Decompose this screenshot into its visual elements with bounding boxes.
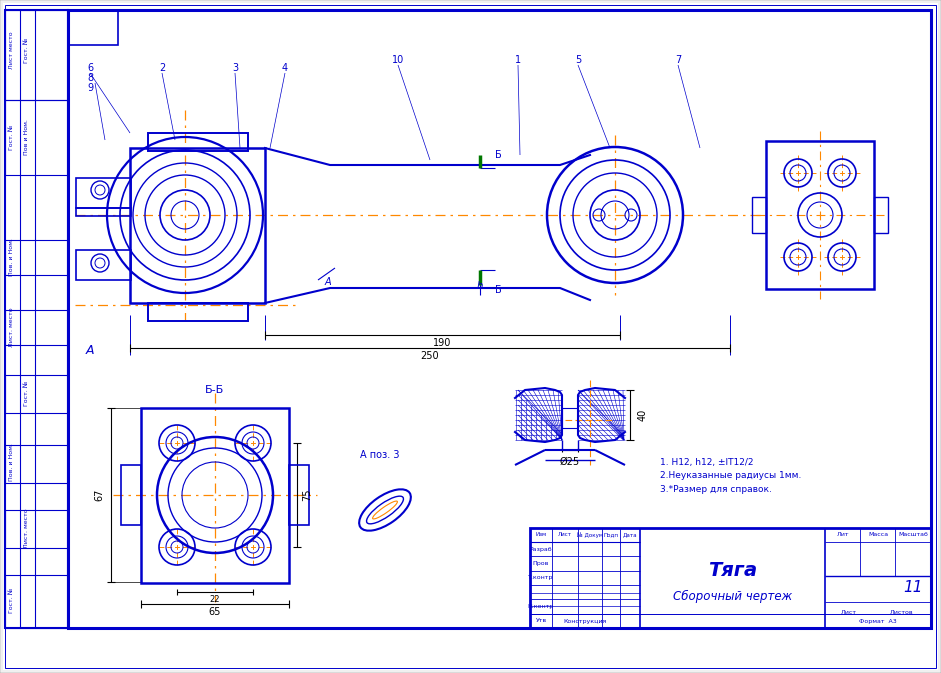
Bar xyxy=(5,510,68,548)
Text: Гост. №: Гост. № xyxy=(9,125,14,149)
Text: Пов. и Ном.: Пов. и Ном. xyxy=(9,443,14,481)
Bar xyxy=(5,445,68,483)
Bar xyxy=(752,197,766,233)
Bar xyxy=(5,575,68,628)
Text: Подп: Подп xyxy=(603,532,618,538)
Bar xyxy=(530,528,931,628)
Text: Б: Б xyxy=(495,285,502,295)
Text: 190: 190 xyxy=(433,338,451,348)
Text: Б: Б xyxy=(495,150,502,160)
Text: А: А xyxy=(325,277,331,287)
Text: № Докум: № Докум xyxy=(577,532,603,538)
Text: Лист место: Лист место xyxy=(9,31,14,69)
Text: Масса: Масса xyxy=(868,532,888,538)
Bar xyxy=(76,208,131,216)
Bar xyxy=(5,100,68,175)
Text: А: А xyxy=(86,343,94,357)
Text: Конструкция: Конструкция xyxy=(564,618,607,623)
Text: Дата: Дата xyxy=(623,532,637,538)
Text: Гост. №: Гост. № xyxy=(9,588,14,612)
Text: 2.Неуказанные радиусы 1мм.: 2.Неуказанные радиусы 1мм. xyxy=(660,472,802,481)
Text: Лист: Лист xyxy=(558,532,572,538)
Text: 250: 250 xyxy=(421,351,439,361)
Bar xyxy=(5,10,68,628)
Text: А поз. 3: А поз. 3 xyxy=(360,450,400,460)
Text: Утв: Утв xyxy=(535,618,547,623)
Text: 7: 7 xyxy=(675,55,681,65)
Text: 40: 40 xyxy=(638,409,648,421)
Text: 3.*Размер для справок.: 3.*Размер для справок. xyxy=(660,485,772,495)
Text: 4: 4 xyxy=(282,63,288,73)
Text: Разраб: Разраб xyxy=(530,546,552,552)
Bar xyxy=(148,303,248,321)
Text: 8: 8 xyxy=(87,73,93,83)
Text: Лист. место: Лист. место xyxy=(9,307,14,347)
Text: Пов и Ном.: Пов и Ном. xyxy=(24,119,29,155)
Bar xyxy=(141,408,289,583)
Text: Изм: Изм xyxy=(535,532,547,538)
Text: Лист: Лист xyxy=(840,610,856,616)
Text: Тяга: Тяга xyxy=(708,561,758,579)
Text: Лит: Лит xyxy=(837,532,849,538)
Bar xyxy=(874,197,888,233)
Text: Лист. место: Лист. место xyxy=(24,508,29,548)
Text: 10: 10 xyxy=(391,55,404,65)
Text: Листов: Листов xyxy=(889,610,913,616)
Text: Н.контр: Н.контр xyxy=(528,604,554,609)
Text: 9: 9 xyxy=(87,83,93,93)
Text: 1. Н12, h12, ±IT12/2: 1. Н12, h12, ±IT12/2 xyxy=(660,458,754,466)
Text: 67: 67 xyxy=(94,489,104,501)
Bar xyxy=(121,465,141,525)
Text: Гост. №: Гост. № xyxy=(24,380,29,406)
Text: 11: 11 xyxy=(903,581,923,596)
Text: Ø25: Ø25 xyxy=(560,457,580,467)
Bar xyxy=(76,178,131,208)
Text: Б-Б: Б-Б xyxy=(205,385,225,395)
Text: 22: 22 xyxy=(210,594,220,604)
Bar xyxy=(5,310,68,345)
Bar xyxy=(5,375,68,413)
Bar xyxy=(289,465,309,525)
Text: 1: 1 xyxy=(515,55,521,65)
Text: Пов. и Ном.: Пов. и Ном. xyxy=(9,238,14,276)
Bar xyxy=(68,10,118,45)
Bar xyxy=(5,10,68,100)
Text: 75: 75 xyxy=(302,489,312,501)
Text: 2: 2 xyxy=(159,63,165,73)
Text: 5: 5 xyxy=(575,55,582,65)
Text: Сборочный чертеж: Сборочный чертеж xyxy=(673,590,792,602)
Text: Масштаб: Масштаб xyxy=(898,532,928,538)
Bar xyxy=(148,133,248,151)
Bar xyxy=(5,240,68,275)
Bar xyxy=(562,408,578,428)
Text: 65: 65 xyxy=(209,607,221,617)
Text: 6: 6 xyxy=(87,63,93,73)
Text: Гост. №: Гост. № xyxy=(24,38,29,63)
Text: Т.контр: Т.контр xyxy=(528,575,553,580)
Text: b: b xyxy=(477,281,483,291)
Text: 3: 3 xyxy=(231,63,238,73)
Bar xyxy=(130,148,265,303)
Bar xyxy=(766,141,874,289)
Bar xyxy=(76,250,131,280)
Text: Формат  А3: Формат А3 xyxy=(859,618,897,623)
Text: Пров: Пров xyxy=(533,561,550,566)
